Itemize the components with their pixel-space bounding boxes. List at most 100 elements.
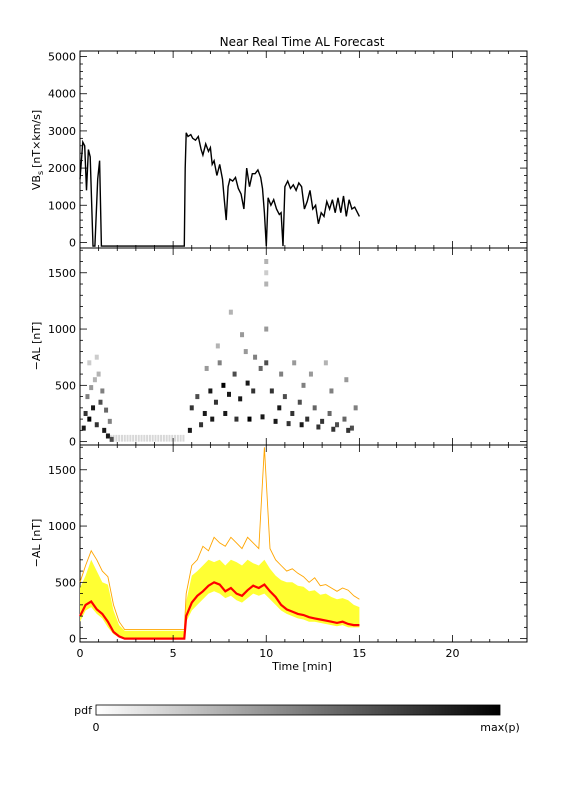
pdf-cell bbox=[264, 259, 269, 265]
pdf-cell bbox=[316, 424, 321, 430]
pdf-cell bbox=[94, 354, 99, 360]
pdf-cell bbox=[199, 422, 204, 428]
pdf-cell bbox=[290, 410, 295, 416]
pdf-cell bbox=[269, 388, 274, 394]
panel-al-pdf-ticks: 0 500 1000 1500 bbox=[48, 248, 528, 449]
pdf-cell bbox=[115, 434, 118, 442]
pdf-cell bbox=[96, 371, 101, 377]
pdf-cell bbox=[165, 434, 168, 442]
pdf-cell bbox=[286, 421, 291, 427]
pdf-cell bbox=[299, 422, 304, 428]
forecast-band bbox=[80, 559, 360, 639]
y-tick-label: 1000 bbox=[48, 323, 76, 336]
y-tick-label: 0 bbox=[69, 633, 76, 646]
pdf-cell bbox=[312, 405, 317, 411]
pdf-cell bbox=[234, 416, 239, 422]
pdf-cell bbox=[217, 360, 222, 366]
pdf-cell bbox=[305, 416, 310, 422]
pdf-cell bbox=[107, 418, 112, 424]
vbs-series-line bbox=[79, 132, 361, 247]
pdf-cell bbox=[327, 410, 332, 416]
pdf-cell bbox=[151, 434, 154, 442]
y-tick-label: 1000 bbox=[48, 199, 76, 212]
pdf-cell bbox=[282, 394, 287, 400]
pdf-cell bbox=[292, 360, 297, 366]
pdf-cell bbox=[120, 434, 123, 442]
panel-al-forecast: 0 5 10 15 20 0 500 1000 1500 −AL [nT] Time [min] bbox=[30, 444, 528, 673]
pdf-cell bbox=[129, 434, 132, 442]
pdf-cell bbox=[240, 332, 245, 338]
pdf-cell bbox=[92, 377, 97, 383]
pdf-cell bbox=[273, 418, 278, 424]
pdf-cell bbox=[162, 434, 165, 442]
pdf-cell bbox=[102, 427, 107, 433]
pdf-cell bbox=[137, 434, 140, 442]
x-tick-label: 5 bbox=[170, 647, 177, 660]
pdf-cell bbox=[105, 433, 110, 439]
pdf-cell bbox=[264, 270, 269, 276]
pdf-cell bbox=[187, 427, 192, 433]
panel-vbs-frame bbox=[79, 50, 528, 249]
y-tick-label: 2000 bbox=[48, 162, 76, 175]
x-tick-label: 0 bbox=[77, 647, 84, 660]
ylabel-main: VB bbox=[30, 175, 43, 190]
pdf-cell bbox=[342, 416, 347, 422]
pdf-cell bbox=[247, 416, 252, 422]
pdf-cell bbox=[243, 349, 248, 355]
pdf-cell bbox=[89, 385, 94, 391]
y-tick-label: 3000 bbox=[48, 125, 76, 138]
pdf-cell bbox=[118, 434, 121, 442]
panel-al-forecast-ylabel: −AL [nT] bbox=[30, 519, 43, 568]
pdf-cell bbox=[189, 405, 194, 411]
pdf-cell bbox=[210, 416, 215, 422]
pdf-cell bbox=[134, 434, 137, 442]
pdf-cells bbox=[81, 259, 358, 442]
pdf-cell bbox=[126, 434, 129, 442]
pdf-cell bbox=[264, 281, 269, 287]
pdf-cell bbox=[335, 422, 340, 428]
pdf-cell bbox=[174, 434, 177, 442]
forecast-median-line bbox=[79, 581, 360, 640]
y-tick-label: 0 bbox=[69, 436, 76, 449]
y-tick-label: 4000 bbox=[48, 88, 76, 101]
pdf-cell bbox=[91, 405, 96, 411]
pdf-cell bbox=[215, 343, 220, 349]
pdf-cell bbox=[264, 360, 269, 366]
pdf-cell bbox=[346, 427, 351, 433]
pdf-cell bbox=[227, 391, 231, 397]
y-tick-label: 0 bbox=[69, 236, 76, 249]
pdf-cell bbox=[100, 388, 105, 394]
colorbar-gradient bbox=[95, 704, 501, 716]
pdf-cell bbox=[104, 407, 109, 413]
ylabel-sub: s bbox=[36, 171, 45, 175]
pdf-cell bbox=[308, 371, 313, 377]
pdf-cell bbox=[123, 434, 126, 442]
pdf-cell bbox=[260, 414, 265, 420]
colorbar-label: pdf bbox=[74, 704, 93, 717]
forecast-envelope-upper bbox=[79, 447, 360, 631]
pdf-cell bbox=[179, 434, 182, 442]
pdf-cell bbox=[221, 382, 226, 388]
pdf-cell bbox=[264, 326, 269, 332]
colorbar-max-label: max(p) bbox=[480, 721, 520, 734]
pdf-cell bbox=[223, 410, 228, 416]
pdf-cell bbox=[258, 365, 263, 371]
panel-vbs: 0 1000 2000 3000 4000 5000 VBs [nT×km/s] bbox=[30, 50, 528, 249]
y-tick-label: 5000 bbox=[48, 51, 76, 64]
pdf-cell bbox=[182, 434, 185, 442]
pdf-cell bbox=[204, 365, 209, 371]
pdf-cell bbox=[87, 416, 92, 422]
pdf-cell bbox=[94, 422, 99, 428]
ylabel-unit: [nT×km/s] bbox=[30, 110, 43, 168]
pdf-cell bbox=[154, 434, 157, 442]
pdf-cell bbox=[132, 434, 135, 442]
panel-al-forecast-ticks: 0 5 10 15 20 0 500 1000 1500 bbox=[48, 445, 528, 660]
pdf-cell bbox=[171, 434, 174, 442]
pdf-cell bbox=[344, 377, 349, 383]
pdf-cell bbox=[297, 399, 302, 405]
pdf-cell bbox=[195, 394, 200, 400]
pdf-cell bbox=[143, 434, 146, 442]
pdf-cell bbox=[109, 436, 114, 442]
pdf-cell bbox=[301, 382, 306, 388]
y-tick-label: 1500 bbox=[48, 267, 76, 280]
